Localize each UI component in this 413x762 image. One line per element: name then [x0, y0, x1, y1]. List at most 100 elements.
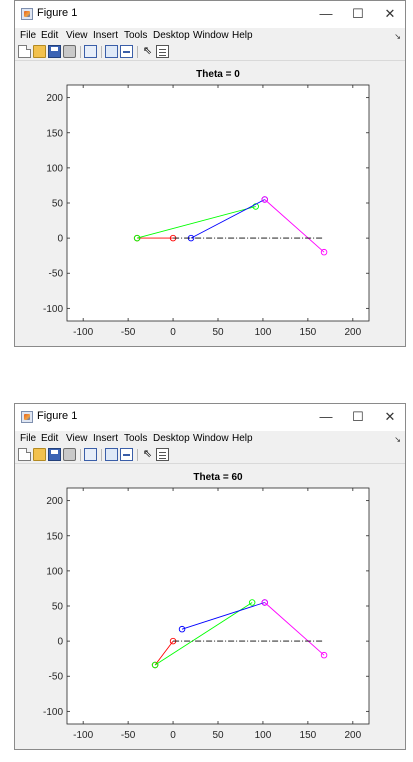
save-icon[interactable]: [48, 45, 61, 58]
x-tick-label: 0: [170, 730, 176, 741]
y-tick-label: 0: [57, 234, 63, 245]
y-tick-label: 50: [52, 199, 64, 210]
menu-desktop[interactable]: Desktop: [153, 30, 190, 41]
menu-edit[interactable]: Edit: [41, 30, 59, 41]
menu-window[interactable]: Window: [193, 433, 229, 444]
linkage-line: [190, 199, 265, 239]
plot-canvas[interactable]: Theta = 60 -100 -50 0 50 100 150 200 200 150 100 50…: [15, 464, 405, 750]
minimize-button[interactable]: —: [319, 409, 333, 424]
y-tick-label: 200: [46, 496, 63, 507]
edit-plot-pointer-icon[interactable]: ⇖: [142, 448, 153, 460]
menu-insert[interactable]: Insert: [93, 433, 119, 444]
menu-view[interactable]: View: [66, 30, 88, 41]
linkage-line: [136, 206, 256, 239]
plot-title: Theta = 0: [196, 69, 240, 80]
close-button[interactable]: ✕: [384, 6, 396, 21]
plot-title: Theta = 60: [193, 472, 243, 483]
x-tick-label: 100: [255, 730, 272, 741]
open-file-icon[interactable]: [33, 45, 46, 58]
y-tick-label: 150: [46, 128, 63, 139]
property-inspector-icon[interactable]: [156, 45, 169, 58]
x-tick-label: 200: [344, 327, 361, 338]
open-file-icon[interactable]: [33, 448, 46, 461]
linkage-line: [264, 199, 325, 253]
y-tick-label: 100: [46, 566, 63, 577]
menu-help[interactable]: Help: [232, 433, 253, 444]
toolbar-separator: [80, 449, 81, 461]
x-tick-label: -50: [121, 730, 136, 741]
linkage-line: [264, 602, 325, 656]
figure-window-1: Figure 1 — ☐ ✕ File Edit View Insert Too…: [14, 0, 406, 347]
print-icon[interactable]: [63, 448, 76, 461]
y-tick-label: 50: [52, 602, 64, 613]
joint-marker: [248, 599, 256, 606]
matlab-figure-icon: [21, 8, 33, 20]
y-tick-label: 100: [46, 163, 63, 174]
y-tick-label: 150: [46, 531, 63, 542]
window-title: Figure 1: [37, 7, 78, 19]
insert-colorbar-icon[interactable]: [105, 45, 118, 58]
menu-window[interactable]: Window: [193, 30, 229, 41]
dock-arrow-icon[interactable]: ↘: [394, 32, 401, 41]
joint-marker: [151, 661, 159, 669]
x-tick-label: -50: [121, 327, 136, 338]
menu-file[interactable]: File: [20, 433, 37, 444]
joint-marker: [320, 651, 328, 659]
linkage-line: [154, 602, 253, 666]
insert-legend-icon[interactable]: [120, 45, 133, 58]
new-figure-icon[interactable]: [18, 45, 31, 58]
linkage-line: [181, 602, 265, 630]
x-tick-label: -100: [73, 730, 93, 741]
toolbar-separator: [137, 46, 138, 58]
menu-desktop[interactable]: Desktop: [153, 433, 190, 444]
close-button[interactable]: ✕: [384, 409, 396, 424]
window-title: Figure 1: [37, 410, 78, 422]
link-plot-icon[interactable]: [84, 448, 97, 461]
insert-colorbar-icon[interactable]: [105, 448, 118, 461]
joint-marker: [178, 625, 186, 633]
edit-plot-pointer-icon[interactable]: ⇖: [142, 45, 153, 57]
plot-canvas[interactable]: Theta = 0 -100 -50 0 50 100 150 200 200 150 100 50 0…: [15, 61, 405, 347]
y-tick-label: -50: [49, 269, 64, 280]
menu-edit[interactable]: Edit: [41, 433, 59, 444]
y-tick-label: 200: [46, 93, 63, 104]
linkage-line: [154, 640, 174, 666]
title-bar[interactable]: Figure 1 — ☐ ✕: [15, 1, 405, 28]
plot-axes: [66, 84, 370, 322]
y-tick-label: -100: [43, 304, 63, 315]
joint-marker: [320, 248, 328, 256]
x-tick-label: 150: [300, 327, 317, 338]
menu-file[interactable]: File: [20, 30, 37, 41]
toolbar-separator: [101, 449, 102, 461]
joint-marker: [261, 599, 268, 606]
minimize-button[interactable]: —: [319, 6, 333, 21]
menu-tools[interactable]: Tools: [124, 30, 148, 41]
menu-bar: File Edit View Insert Tools Desktop Wind…: [15, 431, 405, 447]
maximize-button[interactable]: ☐: [352, 6, 364, 21]
y-tick-label: 0: [57, 637, 63, 648]
toolbar-separator: [101, 46, 102, 58]
figure-toolbar: ⇖: [15, 44, 405, 61]
menu-help[interactable]: Help: [232, 30, 253, 41]
figure-window-2: Figure 1 — ☐ ✕ File Edit View Insert Too…: [14, 403, 406, 750]
property-inspector-icon[interactable]: [156, 448, 169, 461]
menu-view[interactable]: View: [66, 433, 88, 444]
save-icon[interactable]: [48, 448, 61, 461]
joint-marker: [133, 234, 141, 242]
x-tick-label: 150: [300, 730, 317, 741]
x-tick-label: 50: [212, 327, 224, 338]
link-plot-icon[interactable]: [84, 45, 97, 58]
menu-insert[interactable]: Insert: [93, 30, 119, 41]
menu-bar: File Edit View Insert Tools Desktop Wind…: [15, 28, 405, 44]
title-bar[interactable]: Figure 1 — ☐ ✕: [15, 404, 405, 431]
dock-arrow-icon[interactable]: ↘: [394, 435, 401, 444]
print-icon[interactable]: [63, 45, 76, 58]
maximize-button[interactable]: ☐: [352, 409, 364, 424]
menu-tools[interactable]: Tools: [124, 433, 148, 444]
joint-marker: [261, 196, 268, 203]
x-tick-label: 0: [170, 327, 176, 338]
matlab-figure-icon: [21, 411, 33, 423]
new-figure-icon[interactable]: [18, 448, 31, 461]
y-tick-label: -50: [49, 672, 64, 683]
insert-legend-icon[interactable]: [120, 448, 133, 461]
